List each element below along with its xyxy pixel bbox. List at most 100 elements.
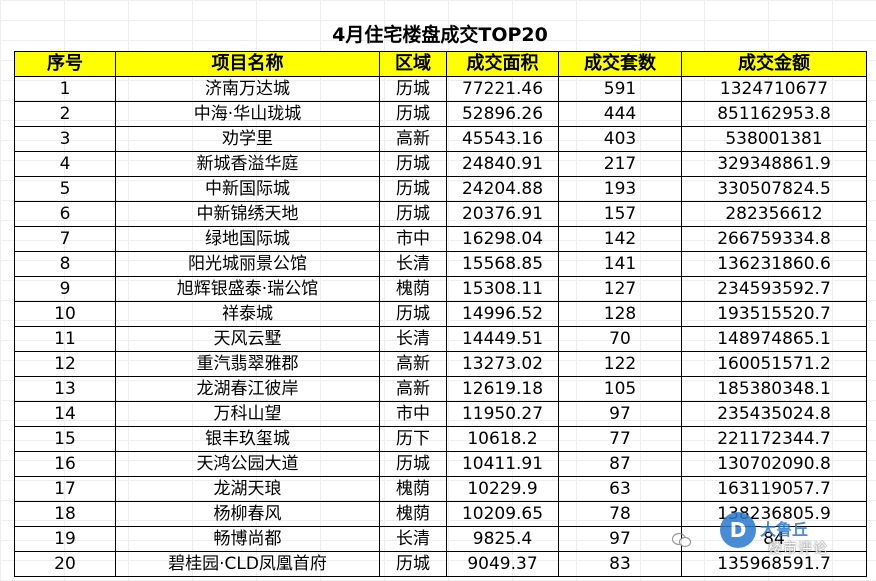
cell-rank[interactable]: 4 [14,151,116,177]
cell-rank[interactable]: 17 [14,476,116,502]
cell-area[interactable]: 10229.9 [446,476,559,502]
cell-area[interactable]: 14449.51 [446,326,559,352]
cell-rank[interactable]: 11 [14,326,116,352]
header-amount[interactable]: 成交金额 [681,51,867,77]
cell-amount[interactable]: 851162953.8 [681,101,867,127]
cell-amount[interactable]: 235435024.8 [681,401,867,427]
cell-district[interactable]: 长清 [379,326,447,352]
cell-area[interactable]: 14996.52 [446,301,559,327]
cell-district[interactable]: 长清 [379,251,447,277]
header-area[interactable]: 成交面积 [446,51,559,77]
cell-area[interactable]: 15308.11 [446,276,559,302]
cell-district[interactable]: 历城 [379,76,447,102]
cell-district[interactable]: 长清 [379,526,447,552]
cell-units[interactable]: 444 [558,101,682,127]
cell-area[interactable]: 20376.91 [446,201,559,227]
cell-amount[interactable]: 130702090.8 [681,451,867,477]
cell-name[interactable]: 重汽翡翠雅郡 [115,351,380,377]
cell-units[interactable]: 78 [558,501,682,527]
cell-name[interactable]: 龙湖春江彼岸 [115,376,380,402]
cell-rank[interactable]: 6 [14,201,116,227]
cell-rank[interactable]: 10 [14,301,116,327]
cell-amount[interactable]: 138236805.9 [681,501,867,527]
cell-amount[interactable]: 538001381 [681,126,867,152]
cell-amount[interactable]: 221172344.7 [681,426,867,452]
cell-rank[interactable]: 5 [14,176,116,202]
cell-name[interactable]: 中新锦绣天地 [115,201,380,227]
cell-area[interactable]: 45543.16 [446,126,559,152]
cell-rank[interactable]: 19 [14,526,116,552]
cell-name[interactable]: 阳光城丽景公馆 [115,251,380,277]
cell-district[interactable]: 高新 [379,376,447,402]
cell-rank[interactable]: 1 [14,76,116,102]
cell-name[interactable]: 中海·华山珑城 [115,101,380,127]
cell-district[interactable]: 市中 [379,401,447,427]
cell-units[interactable]: 127 [558,276,682,302]
cell-area[interactable]: 10209.65 [446,501,559,527]
cell-rank[interactable]: 13 [14,376,116,402]
cell-name[interactable]: 绿地国际城 [115,226,380,252]
cell-amount[interactable]: 329348861.9 [681,151,867,177]
cell-rank[interactable]: 18 [14,501,116,527]
cell-area[interactable]: 15568.85 [446,251,559,277]
cell-district[interactable]: 历城 [379,176,447,202]
cell-district[interactable]: 历城 [379,451,447,477]
cell-amount[interactable]: 193515520.7 [681,301,867,327]
cell-name[interactable]: 银丰玖玺城 [115,426,380,452]
cell-rank[interactable]: 15 [14,426,116,452]
cell-name[interactable]: 杨柳春风 [115,501,380,527]
cell-units[interactable]: 77 [558,426,682,452]
cell-amount[interactable]: 234593592.7 [681,276,867,302]
cell-area[interactable]: 24204.88 [446,176,559,202]
cell-district[interactable]: 高新 [379,126,447,152]
cell-district[interactable]: 高新 [379,351,447,377]
cell-units[interactable]: 105 [558,376,682,402]
cell-units[interactable]: 97 [558,401,682,427]
cell-rank[interactable]: 16 [14,451,116,477]
cell-units[interactable]: 83 [558,551,682,577]
cell-units[interactable]: 157 [558,201,682,227]
cell-rank[interactable]: 9 [14,276,116,302]
cell-units[interactable]: 128 [558,301,682,327]
cell-district[interactable]: 槐荫 [379,476,447,502]
cell-amount[interactable]: 266759334.8 [681,226,867,252]
cell-amount[interactable]: 330507824.5 [681,176,867,202]
cell-name[interactable]: 祥泰城 [115,301,380,327]
cell-units[interactable]: 70 [558,326,682,352]
cell-units[interactable]: 63 [558,476,682,502]
cell-district[interactable]: 市中 [379,226,447,252]
cell-name[interactable]: 畅博尚都 [115,526,380,552]
cell-area[interactable]: 9049.37 [446,551,559,577]
cell-units[interactable]: 87 [558,451,682,477]
header-name[interactable]: 项目名称 [115,51,380,77]
cell-area[interactable]: 13273.02 [446,351,559,377]
cell-name[interactable]: 新城香溢华庭 [115,151,380,177]
cell-rank[interactable]: 2 [14,101,116,127]
cell-units[interactable]: 591 [558,76,682,102]
cell-name[interactable]: 天风云墅 [115,326,380,352]
cell-name[interactable]: 天鸿公园大道 [115,451,380,477]
cell-rank[interactable]: 8 [14,251,116,277]
cell-district[interactable]: 历城 [379,151,447,177]
cell-amount[interactable]: 136231860.6 [681,251,867,277]
cell-units[interactable]: 122 [558,351,682,377]
cell-area[interactable]: 10618.2 [446,426,559,452]
cell-area[interactable]: 77221.46 [446,76,559,102]
cell-units[interactable]: 217 [558,151,682,177]
cell-district[interactable]: 槐荫 [379,501,447,527]
cell-name[interactable]: 劝学里 [115,126,380,152]
cell-area[interactable]: 10411.91 [446,451,559,477]
cell-amount[interactable]: 282356612 [681,201,867,227]
cell-amount[interactable]: 148974865.1 [681,326,867,352]
cell-amount[interactable]: 1324710677 [681,76,867,102]
cell-units[interactable]: 193 [558,176,682,202]
cell-name[interactable]: 旭辉银盛泰·瑞公馆 [115,276,380,302]
cell-units[interactable]: 97 [558,526,682,552]
cell-rank[interactable]: 12 [14,351,116,377]
cell-amount[interactable]: 135968591.7 [681,551,867,577]
cell-district[interactable]: 历城 [379,101,447,127]
cell-name[interactable]: 万科山望 [115,401,380,427]
cell-rank[interactable]: 20 [14,551,116,577]
cell-units[interactable]: 141 [558,251,682,277]
cell-amount[interactable]: 163119057.7 [681,476,867,502]
